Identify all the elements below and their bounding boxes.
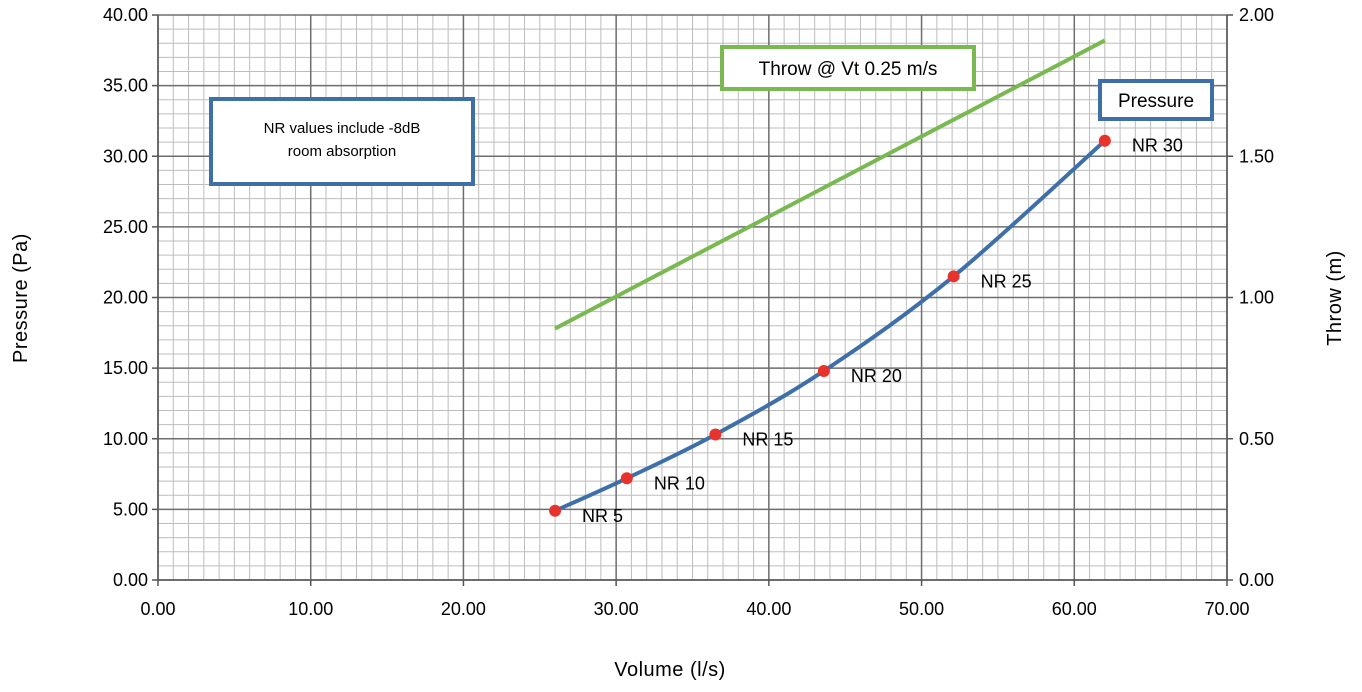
throw-label-box: Throw @ Vt 0.25 m/s bbox=[720, 45, 976, 91]
pressure-label-text: Pressure bbox=[1118, 91, 1194, 112]
pressure-point-marker bbox=[947, 270, 960, 283]
series-layer: NR 5 NR 10 NR 15 NR 20 NR 25 NR 30 bbox=[549, 38, 1183, 526]
pressure-point-marker bbox=[709, 428, 722, 441]
y2-axis-ticks: 0.00 0.50 1.00 1.50 2.00 bbox=[1227, 5, 1274, 590]
x-tick-label: 10.00 bbox=[288, 599, 333, 619]
y-tick-label: 35.00 bbox=[103, 76, 148, 96]
throw-series-line bbox=[554, 38, 1106, 331]
nr-point-label: NR 5 bbox=[582, 506, 623, 526]
pressure-label-box: Pressure bbox=[1098, 79, 1214, 121]
x-tick-label: 0.00 bbox=[140, 599, 175, 619]
x-tick-label: 50.00 bbox=[899, 599, 944, 619]
y-tick-label: 10.00 bbox=[103, 429, 148, 449]
nr-point-label: NR 20 bbox=[851, 366, 902, 386]
pressure-point-marker bbox=[620, 472, 633, 485]
pressure-point-marker bbox=[1098, 134, 1111, 147]
y-tick-label: 15.00 bbox=[103, 358, 148, 378]
x-tick-label: 60.00 bbox=[1052, 599, 1097, 619]
y2-tick-label: 2.00 bbox=[1239, 5, 1274, 25]
y-axis-ticks: 0.00 5.00 10.00 15.00 20.00 25.00 30.00 35.00 40… bbox=[103, 5, 158, 590]
x-tick-label: 20.00 bbox=[441, 599, 486, 619]
annotation-line-2: room absorption bbox=[288, 143, 396, 160]
x-tick-label: 70.00 bbox=[1204, 599, 1249, 619]
nr-point-label: NR 10 bbox=[654, 473, 705, 493]
throw-label-text: Throw @ Vt 0.25 m/s bbox=[759, 59, 938, 80]
nr-point-label: NR 25 bbox=[981, 271, 1032, 291]
x-axis-title: Volume (l/s) bbox=[614, 659, 726, 681]
y2-axis-title: Throw (m) bbox=[1324, 250, 1346, 346]
nr-point-label: NR 15 bbox=[742, 430, 793, 450]
y2-tick-label: 1.50 bbox=[1239, 146, 1274, 166]
x-tick-label: 30.00 bbox=[594, 599, 639, 619]
throw-label-frame bbox=[720, 45, 976, 91]
x-axis-ticks: 0.00 10.00 20.00 30.00 40.00 50.00 60.00 70.00 bbox=[140, 580, 1250, 619]
y-tick-label: 0.00 bbox=[113, 570, 148, 590]
annotation-line-1: NR values include -8dB bbox=[264, 120, 421, 137]
pressure-label-frame bbox=[1098, 79, 1214, 121]
y-tick-label: 5.00 bbox=[113, 499, 148, 519]
y-tick-label: 20.00 bbox=[103, 288, 148, 308]
pressure-point-marker bbox=[549, 504, 562, 517]
nr-point-label: NR 30 bbox=[1132, 136, 1183, 156]
y2-tick-label: 0.50 bbox=[1239, 429, 1274, 449]
annotation-box-frame bbox=[209, 97, 475, 186]
y-tick-label: 40.00 bbox=[103, 5, 148, 25]
pressure-point-marker bbox=[817, 364, 830, 377]
x-tick-label: 40.00 bbox=[746, 599, 791, 619]
annotation-box: NR values include -8dB room absorption bbox=[209, 97, 475, 186]
y-axis-title: Pressure (Pa) bbox=[10, 233, 32, 363]
y-tick-label: 25.00 bbox=[103, 217, 148, 237]
y-tick-label: 30.00 bbox=[103, 146, 148, 166]
y2-tick-label: 1.00 bbox=[1239, 288, 1274, 308]
y2-tick-label: 0.00 bbox=[1239, 570, 1274, 590]
